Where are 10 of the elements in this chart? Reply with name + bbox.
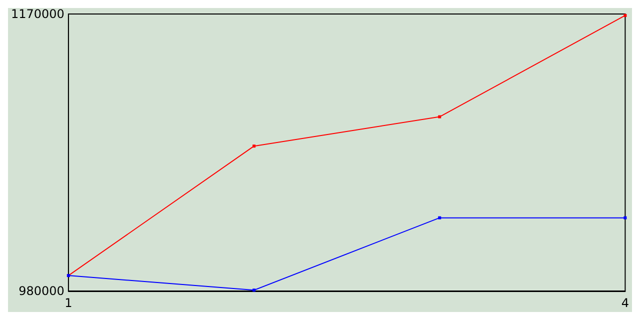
point [438,216,442,220]
point [252,288,256,292]
point [624,14,627,17]
y-tick-label: 1170000 [10,7,64,21]
point [438,115,442,118]
point [252,144,256,148]
x-tick-label: 1 [64,296,72,310]
x-tick-label: 4 [621,296,630,310]
point [624,216,627,220]
y-tick-label: 980000 [18,284,64,298]
